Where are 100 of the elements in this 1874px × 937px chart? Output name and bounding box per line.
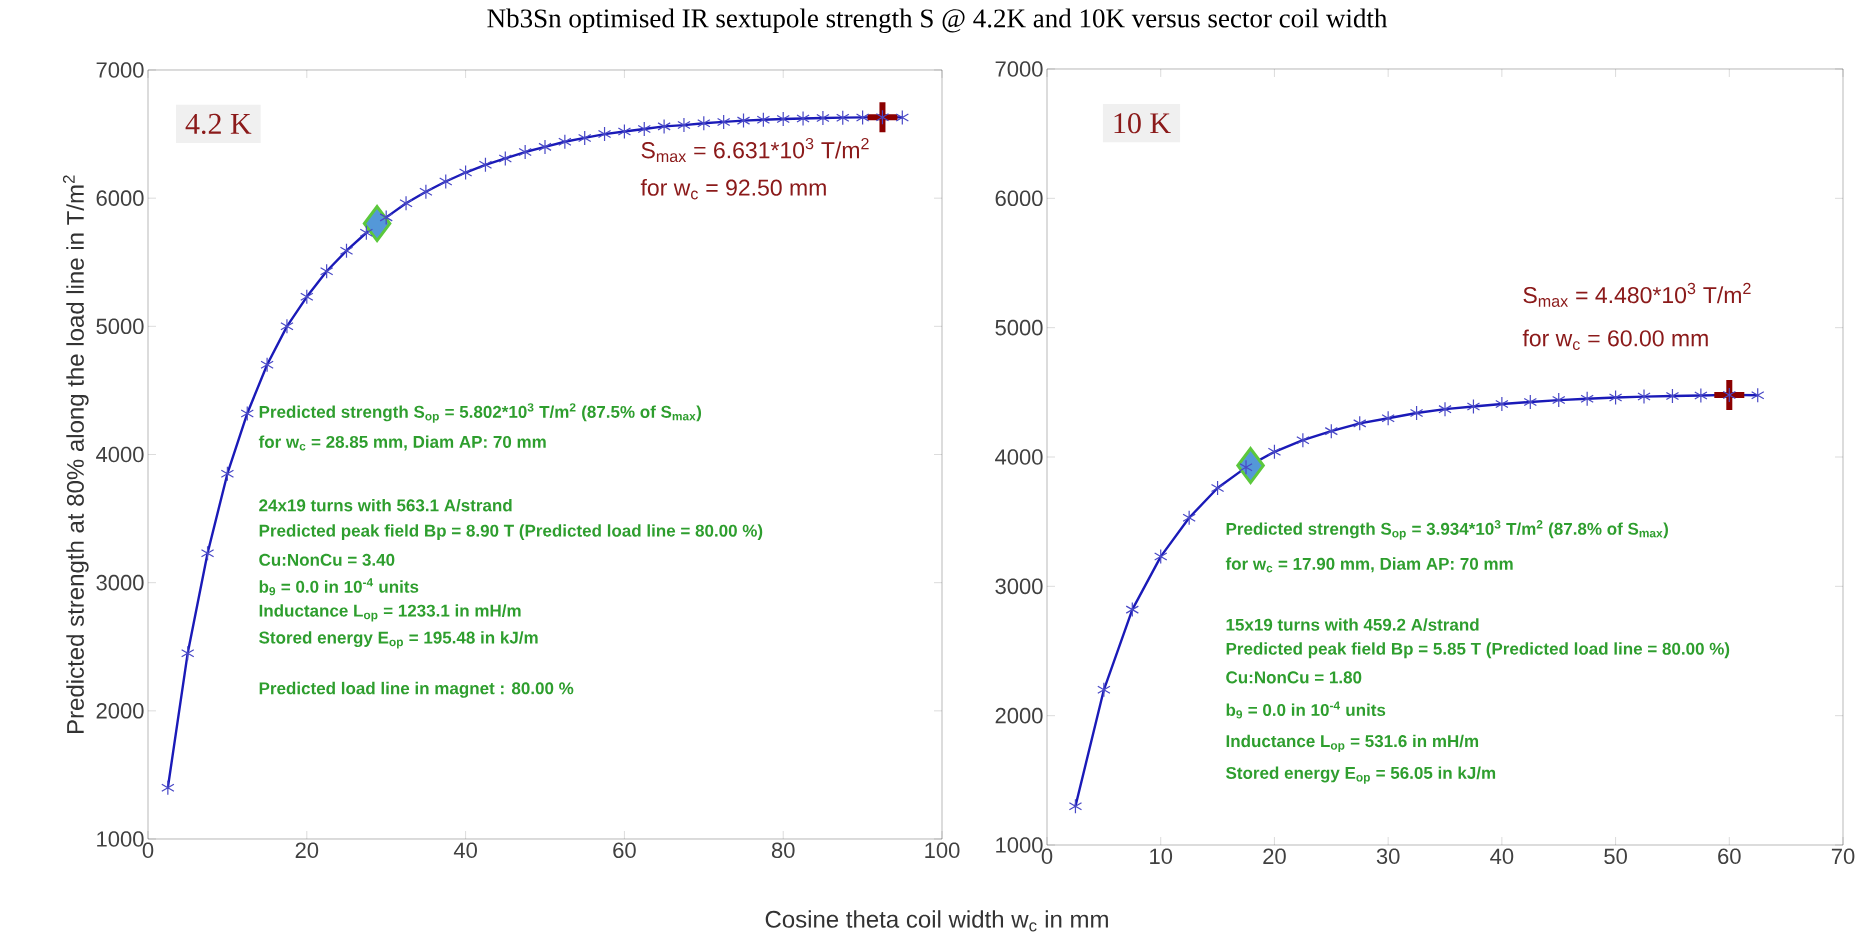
point bbox=[220, 466, 235, 482]
annotation: Stored energy E$_{op}$ = 56.05 in kJ/m bbox=[1226, 766, 1496, 784]
point bbox=[240, 405, 254, 422]
point bbox=[597, 126, 612, 142]
point bbox=[875, 109, 890, 125]
point bbox=[1353, 415, 1367, 431]
x-axis-title: Cosine theta coil width w$_{c}$ in mm bbox=[765, 910, 1108, 932]
point bbox=[1182, 510, 1196, 526]
point bbox=[1296, 432, 1310, 448]
x-tick-label: 20 bbox=[295, 842, 319, 859]
point bbox=[1381, 410, 1395, 426]
point bbox=[855, 109, 870, 126]
point bbox=[518, 144, 532, 160]
annotation: 15x19 turns with 459.2 A/strand bbox=[1226, 618, 1479, 631]
point bbox=[578, 130, 592, 146]
point bbox=[1324, 423, 1338, 439]
annotation: 4.2 K bbox=[185, 113, 252, 135]
point bbox=[1665, 388, 1680, 404]
point bbox=[379, 209, 393, 225]
annotation: 24x19 turns with 563.1 A/strand bbox=[259, 498, 512, 512]
y-tick-label: 7000 bbox=[995, 61, 1043, 77]
annotation: Predicted peak field Bp = 5.85 T (Predicted load line = 80.00 %) bbox=[1226, 642, 1730, 659]
x-tick-label: 20 bbox=[1263, 848, 1286, 865]
x-tick-label: 10 bbox=[1150, 848, 1173, 865]
y-tick-label: 5000 bbox=[96, 318, 144, 335]
point bbox=[697, 115, 711, 131]
annotation: for w$_{c}$ = 28.85 mm, Diam AP: 70 mm bbox=[258, 435, 546, 451]
point bbox=[617, 123, 632, 140]
y-tick-label: 2000 bbox=[96, 703, 144, 719]
annotation: S$_{max}$ = 4.480*10$^{3}$ T/m$^{2}$ bbox=[1523, 282, 1751, 307]
point bbox=[836, 110, 850, 126]
point bbox=[816, 110, 830, 126]
point bbox=[558, 134, 572, 150]
point bbox=[399, 195, 413, 211]
point bbox=[1580, 391, 1594, 407]
x-tick-label: 70 bbox=[1831, 848, 1855, 865]
annotation: Predicted load line in magnet : 80.00 % bbox=[259, 681, 574, 698]
y-tick-label: 7000 bbox=[96, 62, 144, 78]
y-tick-label: 3000 bbox=[96, 574, 144, 591]
point bbox=[736, 113, 751, 129]
point bbox=[1608, 389, 1623, 406]
point bbox=[1438, 401, 1452, 417]
x-tick-label: 0 bbox=[142, 842, 154, 859]
point bbox=[1125, 602, 1139, 618]
point bbox=[498, 150, 512, 167]
point bbox=[1495, 396, 1509, 412]
point bbox=[280, 318, 294, 334]
point bbox=[1154, 548, 1168, 565]
chart-title: Nb3Sn optimised IR sextupole strength S @ 4.2K and 10K versus sector coil width bbox=[487, 8, 1388, 34]
y-tick-label: 6000 bbox=[995, 190, 1043, 207]
annotation: Stored energy E$_{op}$ = 195.48 in kJ/m bbox=[259, 631, 538, 649]
annotation: Inductance L$_{op}$ = 1233.1 in mH/m bbox=[259, 604, 521, 622]
point bbox=[1097, 682, 1111, 698]
y-tick-label: 2000 bbox=[995, 707, 1043, 724]
point bbox=[756, 112, 771, 128]
point bbox=[1552, 392, 1566, 408]
annotation: for w$_{c}$ = 60.00 mm bbox=[1522, 329, 1708, 351]
annotation: b$_{9}$ = 0.0 in 10$^{-4}$ units bbox=[259, 578, 419, 596]
point bbox=[1722, 387, 1736, 403]
text: Predicted strength S$_{op}$ = 3.934*10$^{3}$ T/m$^{2}$ (87.8% of S$_{max}$) bbox=[1226, 520, 1668, 540]
point bbox=[359, 225, 374, 241]
point bbox=[677, 117, 691, 133]
point bbox=[895, 109, 909, 126]
point bbox=[1751, 387, 1765, 403]
annotation: 10 K bbox=[1114, 113, 1171, 134]
point bbox=[300, 289, 314, 305]
point bbox=[458, 164, 473, 181]
x-tick-label: 60 bbox=[1718, 848, 1741, 865]
annotation: for w$_{c}$ = 92.50 mm bbox=[640, 178, 826, 200]
y-tick-label: 3000 bbox=[995, 578, 1043, 595]
point bbox=[419, 184, 433, 200]
x-tick-label: 50 bbox=[1604, 848, 1627, 865]
point bbox=[1637, 389, 1651, 405]
y-tick-label: 5000 bbox=[995, 319, 1043, 336]
y-tick-label: 4000 bbox=[995, 449, 1043, 465]
point bbox=[319, 263, 334, 279]
point bbox=[1239, 459, 1253, 475]
point bbox=[1409, 405, 1424, 421]
y-tick-label: 1000 bbox=[97, 831, 144, 847]
annotation: b$_{9}$ = 0.0 in 10$^{-4}$ units bbox=[1226, 701, 1386, 719]
point bbox=[1523, 394, 1537, 410]
point bbox=[260, 357, 274, 373]
point bbox=[439, 173, 453, 190]
point bbox=[362, 205, 392, 243]
text: Predicted strength S$_{op}$ = 5.802*10$^{3}$ T/m$^{2}$ (87.5% of S$_{max}$) bbox=[259, 403, 702, 423]
point bbox=[200, 545, 215, 561]
point bbox=[637, 121, 651, 137]
x-tick-label: 80 bbox=[771, 842, 795, 859]
point bbox=[1694, 387, 1708, 404]
x-tick-label: 60 bbox=[613, 842, 636, 859]
point bbox=[1267, 444, 1282, 460]
point bbox=[796, 110, 810, 127]
annotation: for w$_{c}$ = 17.90 mm, Diam AP: 70 mm bbox=[1225, 557, 1513, 573]
point bbox=[1068, 798, 1083, 814]
annotation: S$_{max}$ = 6.631*10$^{3}$ T/m$^{2}$ bbox=[641, 137, 869, 163]
x-tick-label: 0 bbox=[1041, 848, 1053, 865]
y-tick-label: 6000 bbox=[96, 190, 144, 206]
point bbox=[161, 780, 175, 796]
point bbox=[657, 118, 671, 134]
point bbox=[538, 139, 552, 155]
